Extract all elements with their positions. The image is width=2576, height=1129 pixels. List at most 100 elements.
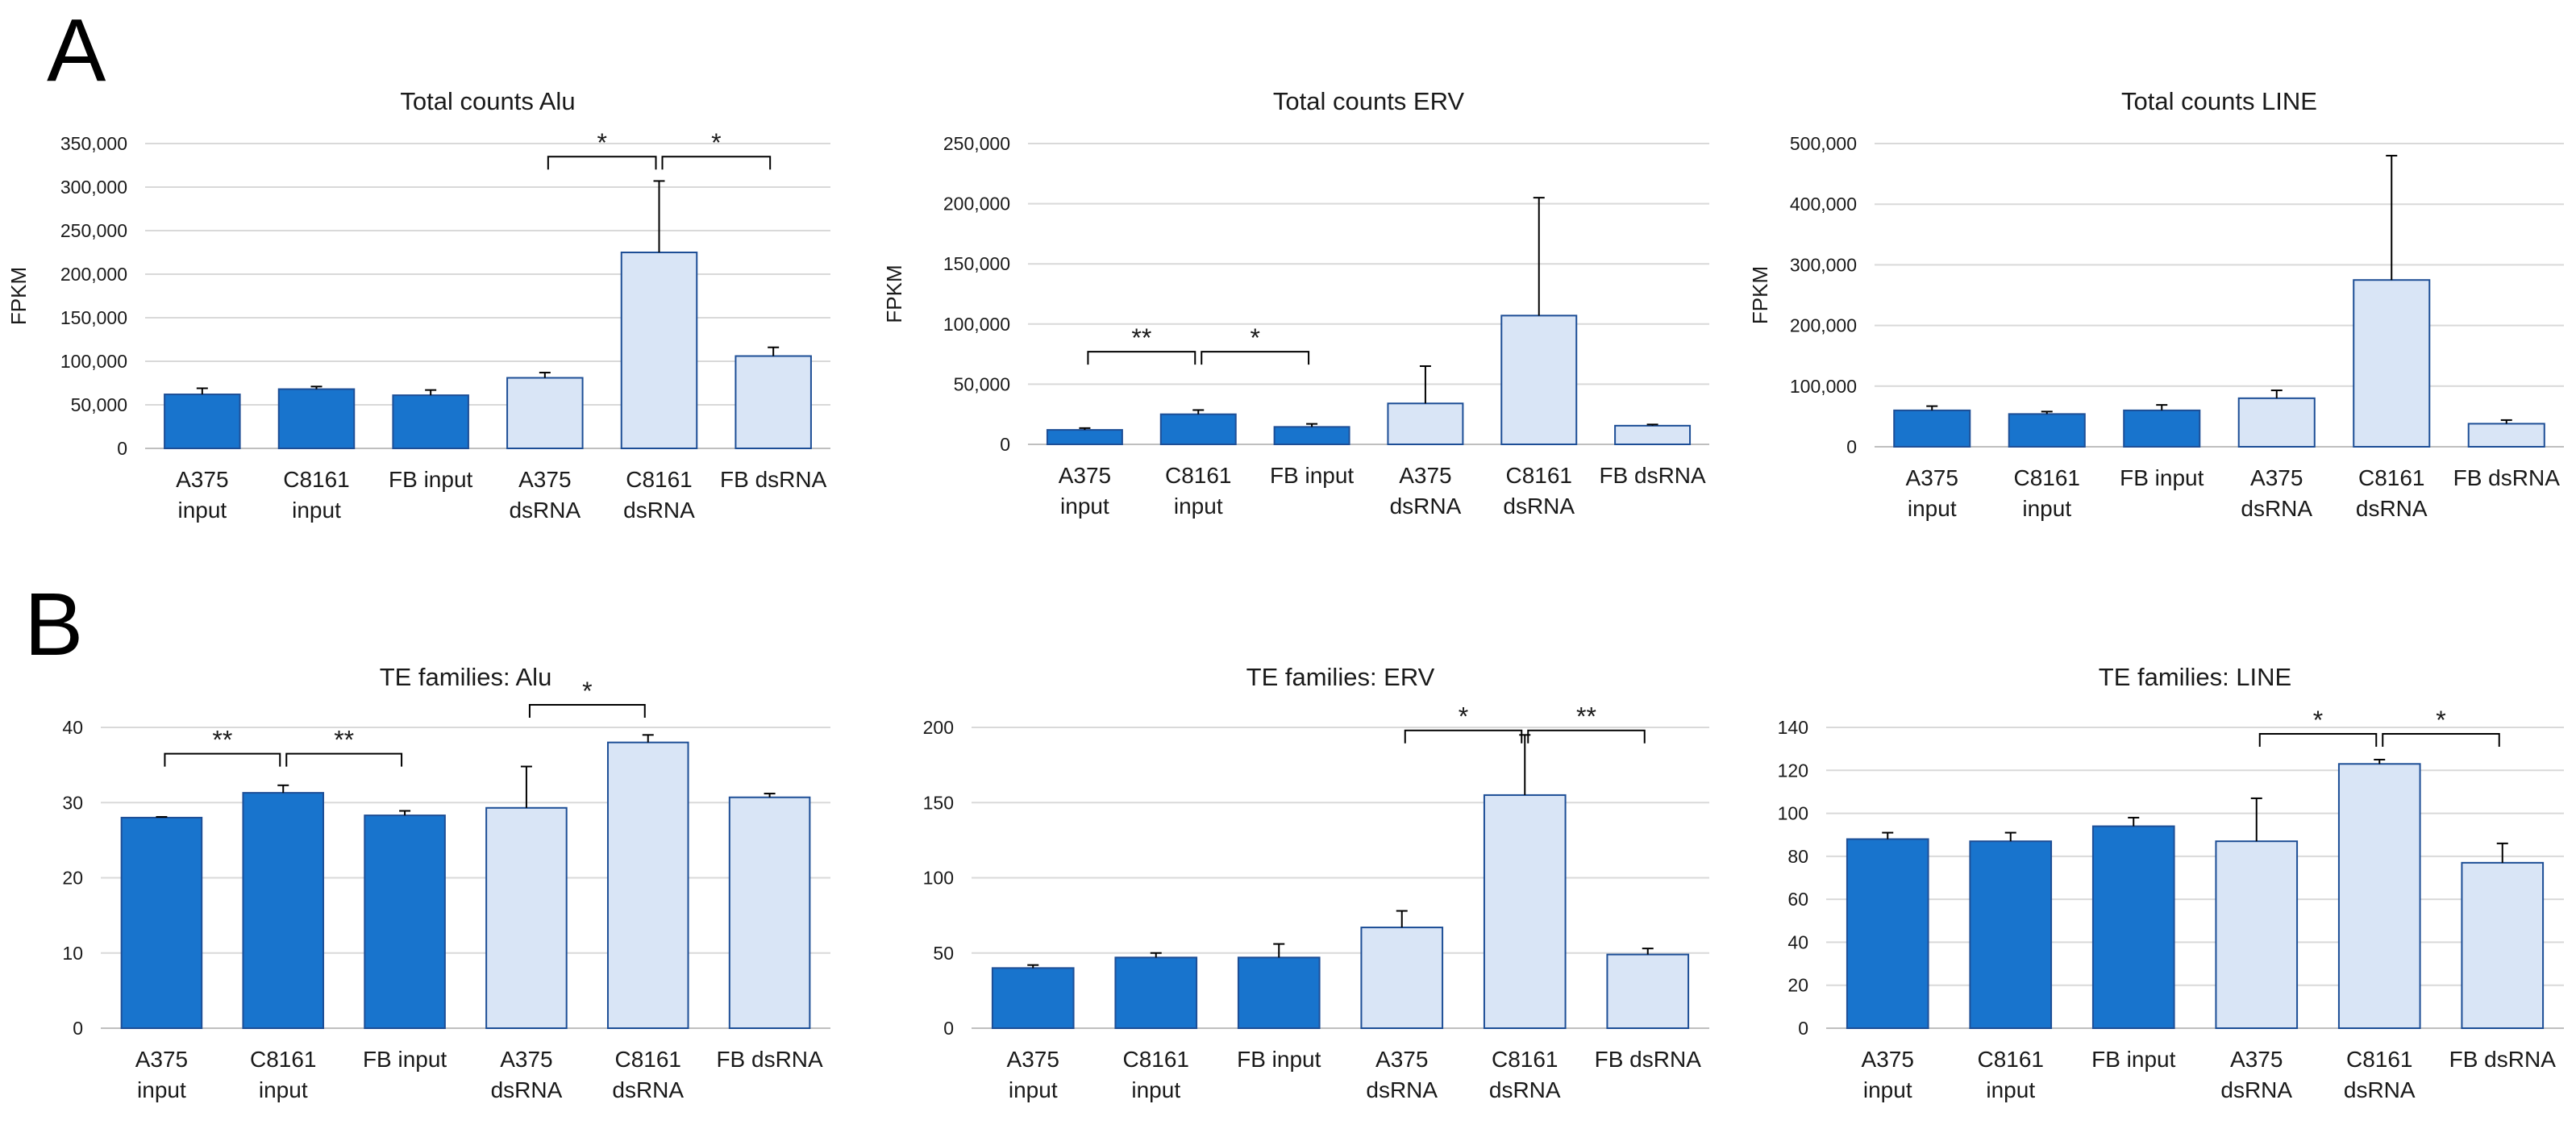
x-tick-label-line: A375: [135, 1047, 188, 1072]
bar: [991, 967, 1075, 1029]
bar: [1483, 794, 1567, 1030]
y-tick-label: 0: [1000, 434, 1010, 455]
bar: [242, 792, 325, 1029]
significance-bracket: [1527, 729, 1646, 744]
bar: [164, 394, 241, 450]
x-tick-label-line: FB input: [2120, 465, 2204, 490]
x-tick-label-line: dsRNA: [2344, 1077, 2416, 1102]
y-tick-label: 120: [1778, 760, 1808, 781]
x-tick-label-line: FB dsRNA: [2453, 465, 2561, 490]
x-tick-label-line: C8161: [1165, 463, 1232, 488]
x-tick-label: A375 dsRNA: [491, 1047, 563, 1102]
x-tick-label: A375 dsRNA: [1390, 463, 1462, 519]
x-tick-label-line: FB dsRNA: [720, 467, 827, 492]
x-tick-label-line: input: [1060, 494, 1109, 519]
y-tick-label: 0: [1798, 1018, 1808, 1039]
significance-label: **: [212, 726, 232, 755]
chart-title: Total counts Alu: [400, 87, 575, 115]
x-tick-label: FB dsRNA: [2449, 1047, 2557, 1072]
y-tick-label: 100,000: [60, 351, 127, 372]
x-tick-label: A375 dsRNA: [2220, 1047, 2292, 1102]
x-tick-label-line: FB dsRNA: [1595, 1047, 1702, 1072]
x-tick-label-line: A375: [2230, 1047, 2283, 1072]
x-tick-label-line: A375: [1007, 1047, 1059, 1072]
x-tick-label-line: dsRNA: [1366, 1077, 1438, 1102]
x-tick-label: C8161 input: [1165, 463, 1232, 519]
x-tick-label: C8161 dsRNA: [612, 1047, 684, 1102]
chart-te-families-line: TE families: LINE 0 20 40 60 80 100 120 140 A375 i…: [1778, 663, 2564, 1102]
x-tick-label: C8161 dsRNA: [2344, 1047, 2416, 1102]
panel-label-b: B: [24, 575, 84, 674]
x-tick-label: A375 dsRNA: [1366, 1047, 1438, 1102]
y-tick-label: 10: [62, 943, 83, 964]
x-tick-label-line: input: [259, 1077, 308, 1102]
y-tick-label: 200,000: [1790, 315, 1857, 336]
x-tick-label: FB input: [363, 1047, 447, 1072]
x-tick-label-line: A375: [1399, 463, 1451, 488]
chart-title: Total counts ERV: [1273, 87, 1465, 115]
y-tick-label: 100,000: [1790, 376, 1857, 397]
x-tick-label-line: C8161: [2358, 465, 2425, 490]
bar: [1114, 956, 1198, 1029]
bar: [2215, 840, 2299, 1030]
x-tick-label: A375 input: [1862, 1047, 1914, 1102]
x-tick-label: FB input: [2120, 465, 2204, 490]
y-tick-label: 200,000: [60, 264, 127, 285]
bar: [2353, 279, 2431, 448]
x-tick-label-line: input: [292, 498, 341, 523]
bar: [2091, 825, 2175, 1029]
x-tick-label-line: dsRNA: [623, 498, 695, 523]
x-tick-label: C8161 dsRNA: [623, 467, 695, 523]
x-tick-label-line: input: [2022, 496, 2071, 521]
bar: [1893, 409, 1971, 448]
chart-total-counts-line: Total counts LINE FPKM 0 100,000 200,000 300,…: [1748, 87, 2564, 521]
y-tick-label: 50,000: [71, 394, 127, 415]
bar: [506, 377, 584, 449]
x-tick-label: C8161 input: [283, 467, 350, 523]
bar: [1500, 315, 1578, 445]
bar: [2123, 409, 2201, 448]
y-axis-label: FPKM: [882, 265, 906, 323]
bar: [392, 394, 469, 449]
bar: [1159, 413, 1237, 446]
bar: [485, 806, 568, 1029]
significance-bracket: [2382, 732, 2500, 747]
y-tick-label: 200: [923, 717, 954, 738]
x-tick-label-line: dsRNA: [1390, 494, 1462, 519]
y-tick-label: 300,000: [1790, 254, 1857, 275]
y-tick-label: 50,000: [954, 373, 1010, 394]
significance-bracket: [547, 156, 657, 170]
x-tick-label-line: A375: [1375, 1047, 1428, 1072]
y-axis-label: FPKM: [6, 267, 31, 325]
y-tick-label: 0: [117, 438, 127, 459]
x-tick-label-line: A375: [176, 467, 228, 492]
bar: [1387, 402, 1464, 446]
significance-bracket: [528, 704, 646, 719]
y-tick-label: 150,000: [943, 253, 1010, 274]
x-tick-label-line: dsRNA: [1503, 494, 1575, 519]
x-tick-label-line: C8161: [626, 467, 693, 492]
x-tick-label-line: dsRNA: [491, 1077, 563, 1102]
y-tick-label: 30: [62, 792, 83, 813]
x-tick-label: FB dsRNA: [720, 467, 827, 492]
x-tick-label: C8161 input: [1122, 1047, 1189, 1102]
bar: [277, 388, 356, 449]
bar: [620, 252, 698, 449]
significance-bracket: [1087, 351, 1196, 365]
significance-label: *: [2313, 706, 2323, 735]
bar: [1606, 953, 1690, 1029]
x-tick-label-line: FB input: [2091, 1047, 2175, 1072]
significance-bracket: [661, 156, 772, 170]
x-tick-label: C8161 input: [250, 1047, 317, 1102]
y-tick-label: 40: [1787, 931, 1808, 952]
y-tick-label: 20: [1787, 975, 1808, 996]
y-tick-label: 80: [1787, 846, 1808, 867]
chart-title: TE families: Alu: [380, 663, 552, 691]
bar: [2461, 861, 2545, 1029]
x-tick-label-line: dsRNA: [2241, 496, 2312, 521]
y-tick-label: 500,000: [1790, 133, 1857, 154]
chart-te-families-alu: TE families: Alu 0 10 20 30 40 A375 input C8161 i…: [62, 663, 830, 1102]
x-tick-label: C8161 dsRNA: [1489, 1047, 1561, 1102]
y-tick-label: 300,000: [60, 177, 127, 198]
bar: [1846, 838, 1929, 1029]
